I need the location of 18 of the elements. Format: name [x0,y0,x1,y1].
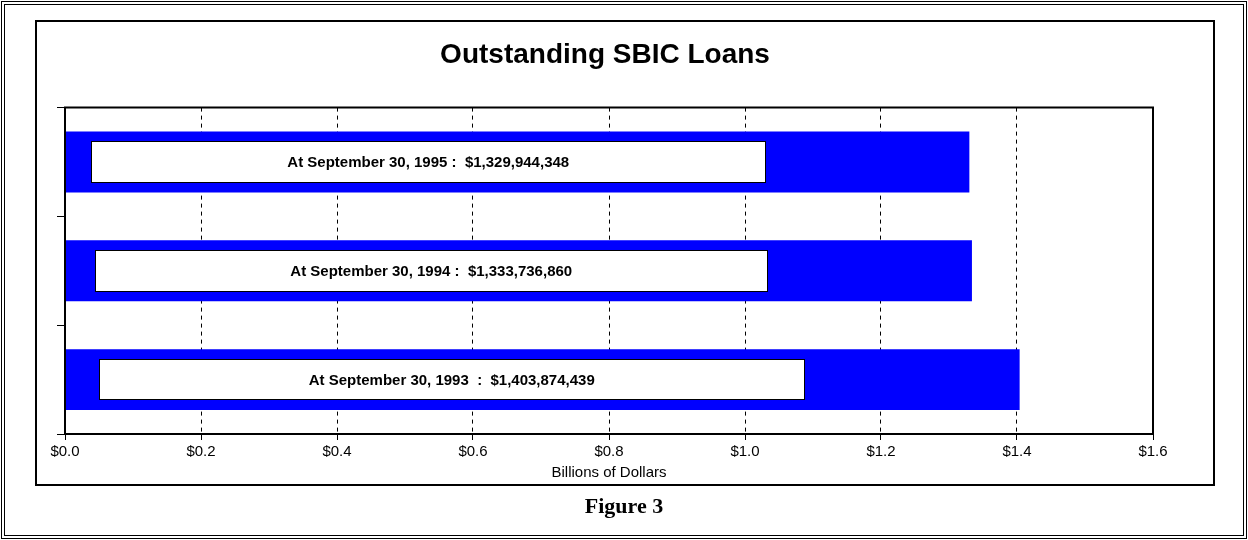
x-tick-label: $0.6 [458,442,488,460]
label-box: At September 30, 1993 : $1,403,874,439 [98,358,805,401]
data-label: At September 30, 1994 : $1,333,736,860 [290,262,573,280]
x-axis-title: Billions of Dollars [551,463,667,481]
x-tick-label: $0.2 [186,442,216,460]
x-tick-label: $1.4 [1002,442,1032,460]
x-tick-label: $1.0 [730,442,760,460]
caption: Figure 3 [583,493,665,519]
data-label: At September 30, 1993 : $1,403,874,439 [308,371,595,389]
x-tick-label: $1.2 [866,442,896,460]
chart-title: Outstanding SBIC Loans [440,37,770,69]
x-tick-label: $0.0 [50,442,80,460]
data-label: At September 30, 1995 : $1,329,944,348 [287,153,570,171]
x-tick-label: $0.8 [594,442,624,460]
x-tick-label: $1.6 [1138,442,1168,460]
label-box: At September 30, 1995 : $1,329,944,348 [90,141,766,183]
label-box: At September 30, 1994 : $1,333,736,860 [94,250,768,292]
x-tick-label: $0.4 [322,442,352,460]
